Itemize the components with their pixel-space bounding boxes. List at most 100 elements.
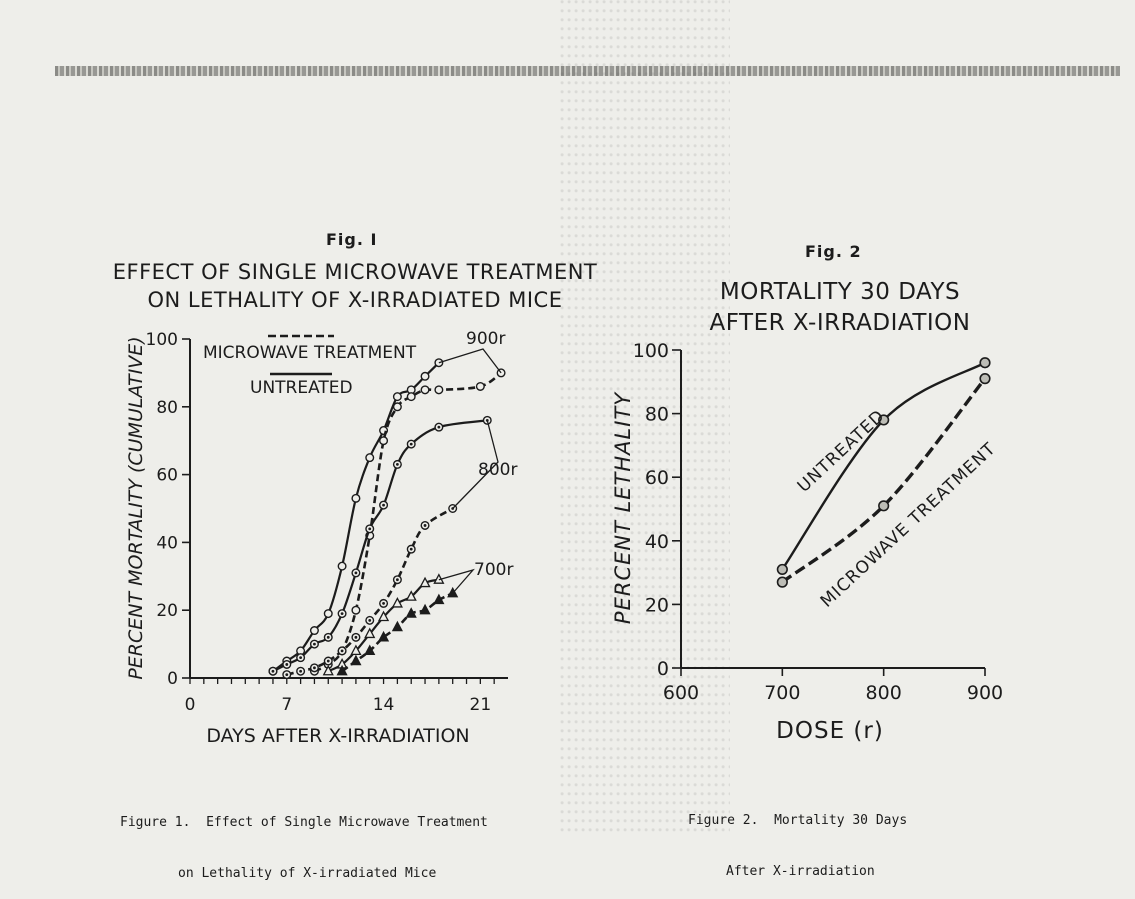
fig2-x-axis-title: DOSE (r) <box>776 718 884 744</box>
fig1-data-point-center <box>326 659 330 663</box>
fig2-data-point <box>776 563 788 576</box>
fig1-data-point <box>391 597 403 608</box>
fig1-data-point-center <box>340 612 344 615</box>
fig2-data-point <box>979 373 991 385</box>
fig1-dose-label-700: 700r <box>474 560 513 580</box>
fig1-data-point-center <box>271 669 275 673</box>
fig1-data-point <box>434 385 444 395</box>
fig1-dose-label-900: 900r <box>466 329 505 349</box>
fig1-data-point-center <box>382 602 385 605</box>
fig1-legend-microwave-label: MICROWAVE TREATMENT <box>203 343 417 363</box>
fig1-data-point-center <box>354 635 358 639</box>
fig1-data-point-center <box>299 669 303 673</box>
fig1-x-tick-label: 14 <box>373 695 395 715</box>
fig1-data-point <box>337 561 347 571</box>
fig1-data-point-center <box>409 547 413 551</box>
fig2-label-untreated: UNTREATED <box>794 406 889 497</box>
fig1-title-line-2: ON LETHALITY OF X-IRRADIATED MICE <box>147 288 563 312</box>
fig2-title-line-1: MORTALITY 30 DAYS <box>719 279 961 305</box>
fig1-y-tick-label: 60 <box>156 466 178 486</box>
fig2-x-tick-label: 600 <box>663 682 699 704</box>
fig1-data-point-center <box>340 649 344 653</box>
fig2-data-point <box>878 500 890 512</box>
fig1-leader-900 <box>438 348 502 374</box>
fig2-y-tick-label: 60 <box>645 467 669 489</box>
fig1-data-point-center <box>395 463 399 466</box>
fig2-data-point <box>979 357 991 369</box>
fig1-data-point-center <box>382 503 385 507</box>
fig1-dose-label-800: 800r <box>478 460 517 480</box>
fig2-y-tick-label: 40 <box>645 531 669 553</box>
fig1-chart: 0 7 14 21 0 20 40 60 80 100 DAYS AFTER X-IRRADIATI… <box>125 329 517 747</box>
fig1-title-line-1: EFFECT OF SINGLE MICROWAVE TREATMENT <box>112 260 598 284</box>
fig2-label-microwave: MICROWAVE TREATMENT <box>817 439 1000 612</box>
fig1-data-point <box>350 654 362 666</box>
fig1-data-point <box>322 664 334 676</box>
fig2-series-line <box>781 361 986 571</box>
fig1-data-point <box>419 576 431 588</box>
fig1-y-tick-label: 20 <box>156 601 178 621</box>
fig2-y-tick-label: 20 <box>645 594 669 616</box>
fig1-data-point <box>420 385 430 395</box>
fig1-x-tick-label: 0 <box>185 695 196 715</box>
fig2-y-axis-title: PERCENT LETHALITY <box>611 391 635 624</box>
fig1-data-point-center <box>313 642 316 646</box>
fig2-title: MORTALITY 30 DAYS AFTER X-IRRADIATION <box>690 277 990 339</box>
fig1-data-point <box>434 358 444 368</box>
scan-speckle <box>560 0 730 835</box>
fig1-data-point <box>420 371 430 381</box>
fig1-data-point <box>309 626 319 636</box>
fig1-data-point <box>406 392 416 402</box>
fig1-leader-800 <box>452 420 499 509</box>
fig1-data-point <box>377 610 390 622</box>
fig1-data-point <box>433 593 445 605</box>
fig1-caption-line-1: Figure 1. Effect of Single Microwave Tre… <box>120 815 488 830</box>
fig1-y-tick-label: 80 <box>156 398 178 418</box>
fig1-data-point <box>391 620 403 632</box>
fig1-data-point <box>405 607 417 618</box>
fig1-data-point <box>364 644 376 656</box>
fig1-series-line <box>272 361 440 673</box>
fig1-data-point-center <box>437 425 441 429</box>
fig2-number: Fig. 2 <box>805 242 862 261</box>
fig2-y-tick-label: 100 <box>633 340 669 362</box>
fig1-data-point-center <box>354 571 358 575</box>
fig1-data-point <box>351 605 361 615</box>
scan-artifact-band <box>55 66 1120 76</box>
fig1-data-point-center <box>395 578 399 582</box>
fig1-data-point-center <box>423 524 427 527</box>
fig1-data-point-center <box>409 442 413 446</box>
fig1-data-point <box>405 590 417 601</box>
fig2-caption: Figure 2. Mortality 30 Days After X-irra… <box>688 778 907 897</box>
fig2-y-tick-label: 80 <box>645 404 669 426</box>
fig1-x-axis-title: DAYS AFTER X-IRRADIATION <box>206 725 469 747</box>
fig1-leader-700 <box>438 568 475 594</box>
fig1-data-point-center <box>285 673 289 677</box>
fig1-x-tick-label: 7 <box>281 695 292 715</box>
fig1-data-point <box>365 453 375 463</box>
fig1-data-point-center <box>285 663 289 666</box>
figures-canvas: 0 7 14 21 0 20 40 60 80 100 DAYS AFTER X-IRRADIATI… <box>125 329 1003 747</box>
fig2-x-tick-label: 900 <box>967 682 1003 704</box>
fig1-data-point <box>323 609 333 619</box>
fig1-x-tick-label: 21 <box>470 695 492 715</box>
fig2-caption-line-2: After X-irradiation <box>726 864 875 879</box>
fig1-data-point <box>336 664 348 676</box>
fig2-chart: 600 700 800 900 0 20 40 60 80 100 DOSE (r) PERCENT … <box>611 340 1003 744</box>
fig1-data-point <box>379 436 389 446</box>
fig1-y-tick-label: 100 <box>146 330 178 350</box>
fig1-data-point-center <box>313 666 316 670</box>
fig1-legend-untreated-label: UNTREATED <box>250 378 353 398</box>
fig1-series-line <box>327 578 440 673</box>
fig2-data-point <box>776 576 788 588</box>
fig1-data-point-center <box>326 635 330 639</box>
fig1-data-point <box>392 392 402 402</box>
fig1-caption: Figure 1. Effect of Single Microwave Tre… <box>120 780 488 899</box>
fig1-caption-line-2: on Lethality of X-irradiated Mice <box>178 866 437 881</box>
fig1-data-point-center <box>368 527 372 531</box>
fig2-y-tick-label: 0 <box>657 658 669 680</box>
fig2-caption-line-1: Figure 2. Mortality 30 Days <box>688 813 908 828</box>
fig1-data-point <box>419 603 431 615</box>
fig1-y-tick-label: 0 <box>167 669 178 689</box>
fig1-data-point <box>392 402 402 412</box>
